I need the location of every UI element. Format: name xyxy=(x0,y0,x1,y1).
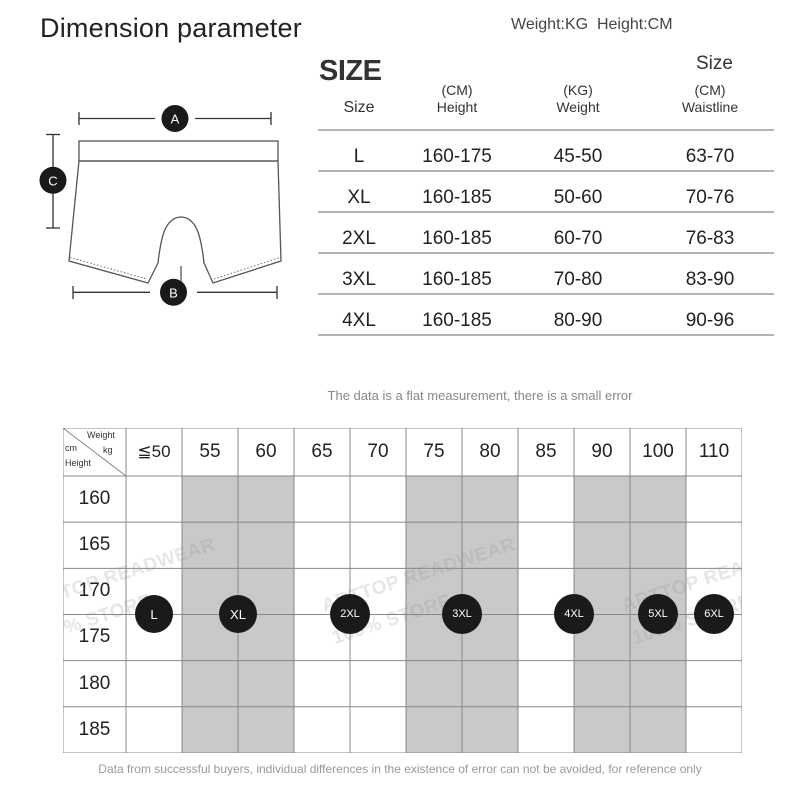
svg-text:B: B xyxy=(169,285,178,300)
svg-text:C: C xyxy=(48,173,57,188)
svg-text:A: A xyxy=(171,112,180,127)
